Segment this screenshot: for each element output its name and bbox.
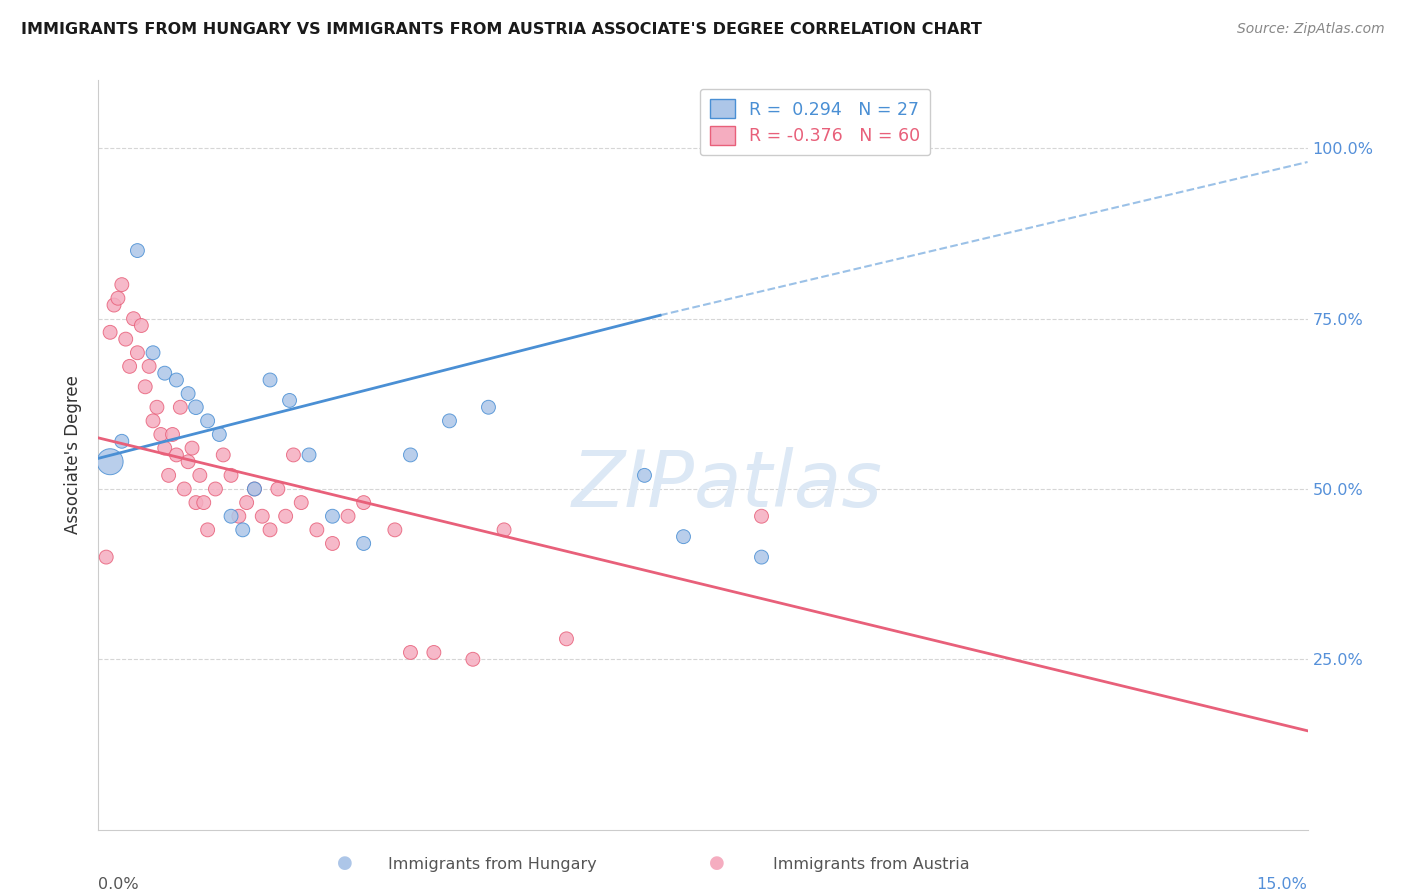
Point	[235, 495, 257, 509]
Point	[188, 468, 211, 483]
Point	[146, 401, 169, 415]
Point	[243, 482, 266, 496]
Point	[399, 448, 422, 462]
Point	[149, 427, 172, 442]
Point	[138, 359, 160, 374]
Point	[169, 401, 191, 415]
Point	[98, 326, 121, 340]
Point	[142, 414, 165, 428]
Point	[127, 345, 149, 359]
Point	[208, 427, 231, 442]
Text: Immigrants from Austria: Immigrants from Austria	[773, 857, 970, 872]
Point	[321, 536, 343, 550]
Text: IMMIGRANTS FROM HUNGARY VS IMMIGRANTS FROM AUSTRIA ASSOCIATE'S DEGREE CORRELATIO: IMMIGRANTS FROM HUNGARY VS IMMIGRANTS FR…	[21, 22, 981, 37]
Point	[177, 386, 200, 401]
Point	[321, 509, 343, 524]
Text: ●: ●	[336, 855, 353, 872]
Text: Immigrants from Hungary: Immigrants from Hungary	[388, 857, 596, 872]
Point	[181, 441, 204, 455]
Point	[107, 291, 129, 305]
Point	[98, 455, 121, 469]
Point	[751, 509, 773, 524]
Point	[157, 468, 180, 483]
Point	[153, 441, 176, 455]
Point	[555, 632, 578, 646]
Point	[274, 509, 297, 524]
Point	[184, 495, 207, 509]
Point	[259, 373, 281, 387]
Point	[232, 523, 254, 537]
Point	[494, 523, 516, 537]
Point	[153, 366, 176, 380]
Point	[114, 332, 136, 346]
Point	[477, 401, 499, 415]
Point	[193, 495, 215, 509]
Point	[134, 380, 156, 394]
Point	[111, 434, 134, 449]
Point	[142, 345, 165, 359]
Legend: R =  0.294   N = 27, R = -0.376   N = 60: R = 0.294 N = 27, R = -0.376 N = 60	[700, 89, 931, 155]
Text: ZIPatlas: ZIPatlas	[572, 447, 883, 523]
Point	[228, 509, 250, 524]
Point	[197, 414, 219, 428]
Point	[439, 414, 461, 428]
Point	[165, 373, 187, 387]
Point	[353, 495, 375, 509]
Point	[298, 448, 321, 462]
Point	[267, 482, 290, 496]
Point	[751, 550, 773, 565]
Text: Source: ZipAtlas.com: Source: ZipAtlas.com	[1237, 22, 1385, 37]
Point	[103, 298, 125, 312]
Point	[633, 468, 655, 483]
Point	[461, 652, 484, 666]
Point	[219, 509, 242, 524]
Point	[384, 523, 406, 537]
Point	[243, 482, 266, 496]
Point	[219, 468, 242, 483]
Point	[118, 359, 141, 374]
Text: 15.0%: 15.0%	[1257, 877, 1308, 892]
Y-axis label: Associate's Degree: Associate's Degree	[65, 376, 83, 534]
Point	[127, 244, 149, 258]
Point	[165, 448, 187, 462]
Point	[122, 311, 145, 326]
Point	[212, 448, 235, 462]
Point	[672, 530, 695, 544]
Point	[177, 455, 200, 469]
Text: ●: ●	[709, 855, 725, 872]
Point	[337, 509, 360, 524]
Point	[173, 482, 195, 496]
Point	[278, 393, 301, 408]
Point	[305, 523, 328, 537]
Point	[423, 645, 446, 659]
Point	[252, 509, 274, 524]
Point	[96, 550, 118, 565]
Point	[283, 448, 305, 462]
Point	[131, 318, 153, 333]
Point	[353, 536, 375, 550]
Point	[197, 523, 219, 537]
Point	[184, 401, 207, 415]
Point	[162, 427, 184, 442]
Point	[111, 277, 134, 292]
Text: 0.0%: 0.0%	[98, 877, 139, 892]
Point	[290, 495, 312, 509]
Point	[399, 645, 422, 659]
Point	[259, 523, 281, 537]
Point	[204, 482, 226, 496]
